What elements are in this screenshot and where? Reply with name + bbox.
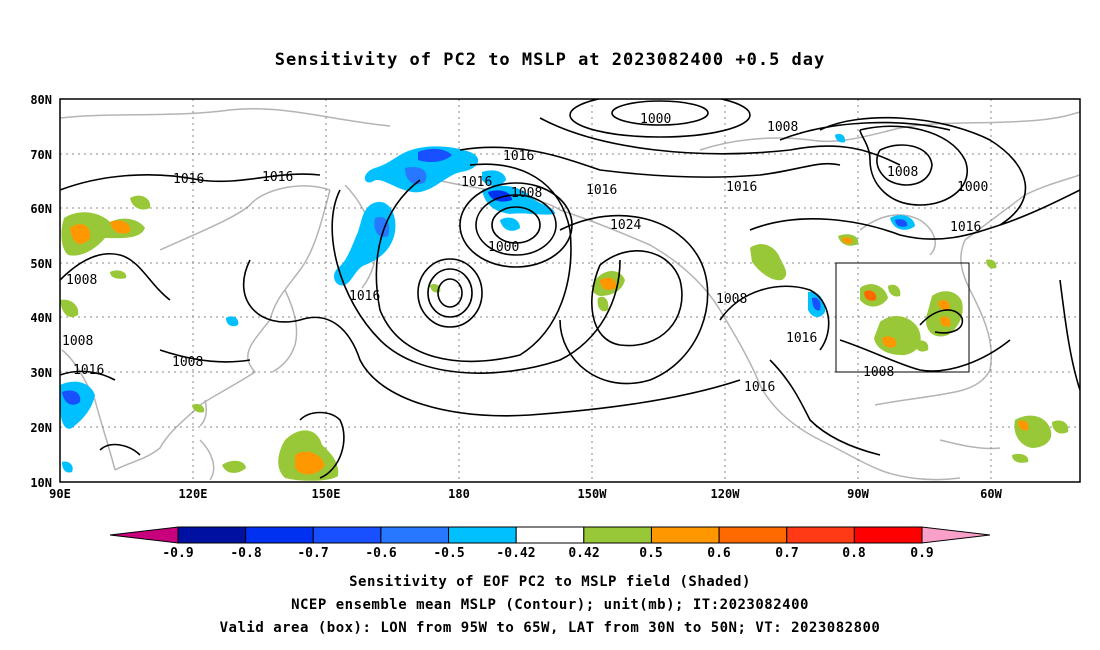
contour-label: 1008 xyxy=(66,273,97,288)
coastline-cuba xyxy=(939,439,1001,450)
lon-label: 150E xyxy=(312,487,341,501)
valid-area-box xyxy=(835,262,970,373)
coastline-us-east xyxy=(960,239,993,371)
coastline-japan xyxy=(271,289,298,373)
colorbar-right-arrow xyxy=(921,526,991,544)
colorbar-cell xyxy=(650,526,720,544)
contour-label: 1008 xyxy=(62,334,93,349)
contour-labels: 1000 1008 1016 1016 1016 1016 1008 1016 … xyxy=(62,112,988,395)
contour-label: 1008 xyxy=(767,120,798,135)
lat-labels: 80N 70N 60N 50N 40N 30N 20N 10N xyxy=(30,93,52,490)
sensitivity-shading xyxy=(60,133,1069,481)
contour-label: 1000 xyxy=(488,240,519,255)
colorbar-cell xyxy=(718,526,788,544)
colorbar-label: 0.5 xyxy=(639,546,662,561)
colorbar-label: -0.42 xyxy=(496,546,535,561)
caption-line-2: NCEP ensemble mean MSLP (Contour); unit(… xyxy=(291,597,809,613)
colorbar-label: 0.42 xyxy=(568,546,599,561)
lat-label: 30N xyxy=(30,366,52,380)
colorbar-label: -0.5 xyxy=(433,546,464,561)
coastline-china-east xyxy=(199,319,271,406)
contour-label: 1008 xyxy=(172,355,203,370)
lat-label: 60N xyxy=(30,202,52,216)
contour-label: 1016 xyxy=(461,175,492,190)
caption-line-3: Valid area (box): LON from 95W to 65W, L… xyxy=(219,620,881,636)
lat-label: 50N xyxy=(30,257,52,271)
lon-label: 60W xyxy=(980,487,1002,501)
colorbar-label: -0.9 xyxy=(162,546,193,561)
contour-label: 1000 xyxy=(957,180,988,195)
grid-lines xyxy=(60,99,1080,482)
colorbar-cell xyxy=(853,526,923,544)
lon-label: 120E xyxy=(179,487,208,501)
mslp-contours xyxy=(60,99,1080,479)
map-title: Sensitivity of PC2 to MSLP at 2023082400… xyxy=(274,50,826,70)
map-plot-area xyxy=(60,99,1080,482)
contour-label: 1008 xyxy=(716,292,747,307)
coastline-mexico xyxy=(819,439,961,481)
contour-label: 1016 xyxy=(950,220,981,235)
lat-label: 70N xyxy=(30,148,52,162)
colorbar-label: 0.9 xyxy=(910,546,933,561)
coastline-taiwan xyxy=(199,399,208,427)
lat-label: 40N xyxy=(30,311,52,325)
contour-label: 1008 xyxy=(887,165,918,180)
lon-label: 180 xyxy=(448,487,470,501)
contour-label: 1008 xyxy=(511,186,542,201)
contour-label: 1016 xyxy=(349,289,380,304)
colorbar-label: 0.6 xyxy=(707,546,731,561)
colorbar-label: 0.8 xyxy=(842,546,866,561)
coastline-indochina xyxy=(61,349,116,471)
contour-label: 1016 xyxy=(503,149,534,164)
colorbar-cell xyxy=(515,526,585,544)
colorbar-cell xyxy=(448,526,517,544)
lon-label: 90E xyxy=(49,487,71,501)
colorbar-cell xyxy=(786,526,855,544)
map-frame xyxy=(59,98,1081,483)
map-background xyxy=(60,99,1080,482)
contour-label: 1024 xyxy=(610,218,641,233)
lon-labels: 90E 120E 150E 180 150W 120W 90W 60W xyxy=(49,487,1002,501)
lat-label: 80N xyxy=(30,93,52,107)
lat-label: 20N xyxy=(30,421,52,435)
colorbar-cell xyxy=(177,526,247,544)
colorbar-label: -0.8 xyxy=(230,546,261,561)
lon-label: 150W xyxy=(578,487,608,501)
lon-label: 90W xyxy=(847,487,869,501)
contour-label: 1008 xyxy=(863,365,894,380)
contour-label: 1000 xyxy=(640,112,671,127)
colorbar-label: -0.7 xyxy=(297,546,328,561)
coastline-arctic-america xyxy=(699,111,1080,151)
contour-label: 1016 xyxy=(786,331,817,346)
coastline-gulf xyxy=(874,369,991,406)
colorbar-cell xyxy=(312,526,382,544)
contour-label: 1016 xyxy=(586,183,617,198)
contour-label: 1016 xyxy=(726,180,757,195)
coastline-us-west xyxy=(719,309,821,441)
coastline-arctic-asia xyxy=(60,107,391,127)
lon-label: 120W xyxy=(711,487,741,501)
contour-label: 1016 xyxy=(744,380,775,395)
caption-line-1: Sensitivity of EOF PC2 to MSLP field (Sh… xyxy=(349,574,751,590)
contour-label: 1016 xyxy=(73,363,104,378)
lat-label: 10N xyxy=(30,476,52,490)
coastline-okhotsk xyxy=(269,189,331,321)
colorbar: -0.9 -0.8 -0.7 -0.6 -0.5 -0.42 0.42 0.5 … xyxy=(109,526,991,561)
contour-label: 1016 xyxy=(262,170,293,185)
colorbar-cell xyxy=(245,526,314,544)
colorbar-cell xyxy=(583,526,652,544)
coastline-china-south xyxy=(114,404,201,471)
colorbar-left-arrow xyxy=(109,526,179,544)
colorbar-label: -0.6 xyxy=(365,546,396,561)
coastline-philippines xyxy=(199,439,215,481)
colorbar-label: 0.7 xyxy=(775,546,798,561)
colorbar-cell xyxy=(380,526,450,544)
coastline-asia-north xyxy=(159,185,331,251)
coastline-hudson-bay xyxy=(859,214,936,256)
contour-label: 1016 xyxy=(173,172,204,187)
